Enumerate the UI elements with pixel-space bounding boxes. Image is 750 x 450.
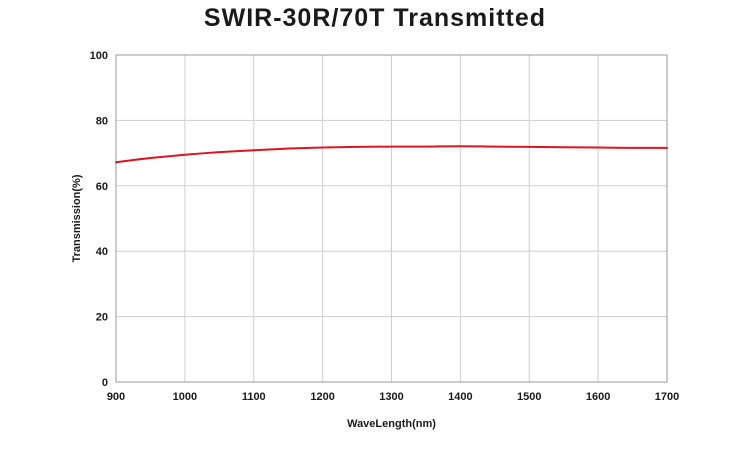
x-tick-labels: 900 1000 1100 1200 1300 1400 1500 1600 1700 bbox=[107, 391, 679, 403]
y-tick-label: 0 bbox=[102, 377, 108, 389]
y-tick-label: 40 bbox=[96, 246, 108, 258]
x-tick-label: 900 bbox=[107, 391, 125, 403]
y-axis-title: Transmission(%) bbox=[71, 174, 83, 262]
x-tick-label: 1000 bbox=[173, 391, 197, 403]
x-tick-label: 1500 bbox=[517, 391, 541, 403]
y-tick-label: 80 bbox=[96, 115, 108, 127]
x-tick-label: 1400 bbox=[448, 391, 472, 403]
plot-frame bbox=[115, 54, 668, 383]
y-tick-label: 20 bbox=[96, 312, 108, 324]
x-tick-label: 1100 bbox=[242, 391, 266, 403]
chart-title: SWIR-30R/70T Transmitted bbox=[203, 4, 547, 32]
x-axis-title: WaveLength(nm) bbox=[347, 418, 436, 430]
x-tick-label: 1700 bbox=[655, 391, 679, 403]
y-tick-label: 100 bbox=[90, 50, 108, 62]
x-tick-label: 1200 bbox=[310, 391, 334, 403]
grid bbox=[115, 54, 668, 383]
series-group bbox=[115, 145, 668, 164]
y-tick-label: 60 bbox=[96, 181, 108, 193]
transmission-line bbox=[115, 145, 668, 164]
y-tick-labels: 0 20 40 60 80 100 bbox=[90, 50, 108, 389]
x-tick-label: 1600 bbox=[586, 391, 610, 403]
x-tick-label: 1300 bbox=[379, 391, 403, 403]
